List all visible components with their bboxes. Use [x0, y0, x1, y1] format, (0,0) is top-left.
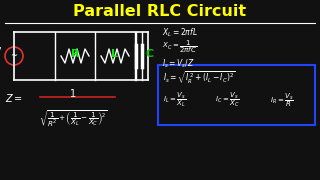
Text: $I_s = \sqrt{I_R^{\,2} + (I_L - I_C)^2}$: $I_s = \sqrt{I_R^{\,2} + (I_L - I_C)^2}$	[163, 70, 236, 86]
Text: $I_R = \dfrac{V_s}{R}$: $I_R = \dfrac{V_s}{R}$	[270, 91, 294, 109]
Text: R: R	[71, 49, 79, 59]
Text: 12V: 12V	[0, 48, 1, 57]
Text: $Z =$: $Z =$	[5, 92, 23, 104]
FancyBboxPatch shape	[158, 65, 315, 125]
Text: Parallel RLC Circuit: Parallel RLC Circuit	[73, 4, 247, 19]
Text: L: L	[111, 49, 118, 59]
Text: $\sqrt{\dfrac{1}{R^2}+\left(\dfrac{1}{X_L}-\dfrac{1}{X_C}\right)^{\!2}}$: $\sqrt{\dfrac{1}{R^2}+\left(\dfrac{1}{X_…	[39, 108, 108, 128]
Text: $I_L = \dfrac{V_s}{X_L}$: $I_L = \dfrac{V_s}{X_L}$	[163, 91, 186, 109]
Text: $I_C = \dfrac{V_s}{X_C}$: $I_C = \dfrac{V_s}{X_C}$	[215, 91, 240, 109]
Text: ~: ~	[11, 51, 18, 60]
Text: $I_s = V_s / Z$: $I_s = V_s / Z$	[162, 58, 195, 70]
Text: $X_L = 2\pi fL$: $X_L = 2\pi fL$	[162, 27, 198, 39]
Text: $1$: $1$	[69, 87, 76, 99]
Text: C: C	[146, 49, 154, 59]
Text: $X_C = \dfrac{1}{2\pi fC}$: $X_C = \dfrac{1}{2\pi fC}$	[162, 39, 197, 55]
